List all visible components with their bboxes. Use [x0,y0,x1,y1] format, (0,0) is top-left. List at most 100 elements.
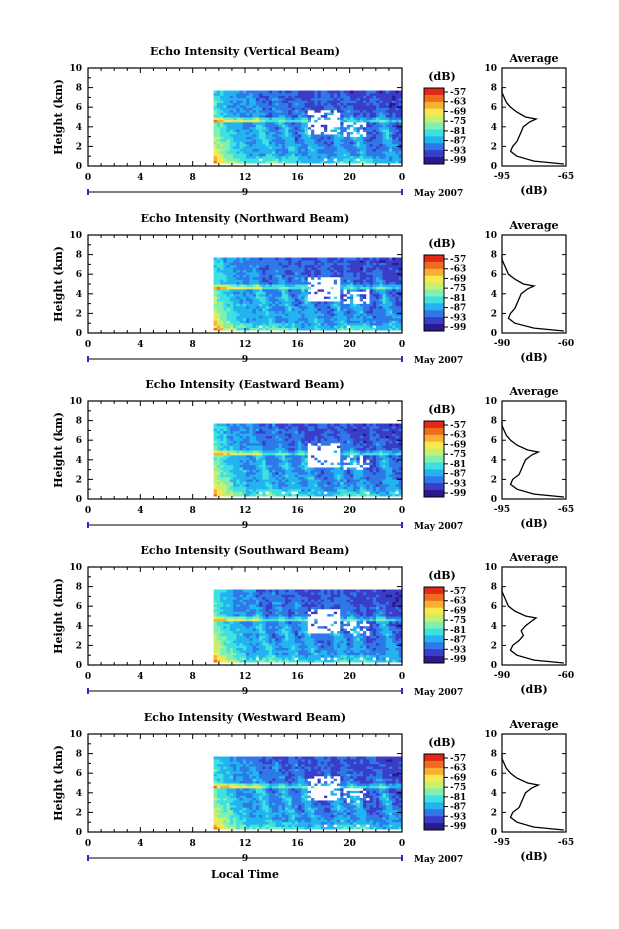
heatmap-cell [356,301,361,304]
heatmap-cell [346,293,351,297]
heatmap-cell [311,491,315,495]
heatmap-cell [272,457,276,461]
heatmap-cell [285,430,289,434]
heatmap-cell [229,457,234,461]
heatmap-cell [324,481,328,485]
heatmap-cell [298,486,302,490]
heatmap-cell [314,322,318,326]
heatmap-cell [268,315,273,319]
heatmap-cell [320,160,325,164]
heatmap-cell [392,308,396,312]
heatmap-cell [350,298,354,302]
heatmap-cell [317,153,322,157]
heatmap-cell [242,471,247,475]
heatmap-cell [314,281,318,285]
heatmap-cell [249,112,253,116]
heatmap-cell [389,310,393,314]
heatmap-cell [389,301,393,304]
heatmap-cell [395,90,400,94]
heatmap-cell [278,447,283,451]
heatmap-cell [363,317,367,321]
heatmap-cell [346,313,351,316]
heatmap-cell [301,129,305,133]
heatmap-cell [255,276,260,280]
heatmap-cell [285,276,289,280]
heatmap-cell [350,114,354,118]
heatmap-cell [220,310,224,314]
heatmap-cell [272,288,276,292]
heatmap-cell [340,491,344,495]
heatmap-cell [385,325,390,329]
heatmap-cell [226,310,231,314]
heatmap-cell [340,442,344,446]
heatmap-cell [294,464,299,468]
heatmap-cell [311,433,315,437]
heatmap-cell [220,288,224,292]
heatmap-cell [314,469,318,473]
heatmap-cell [272,464,276,468]
heatmap-cell [252,308,257,312]
heatmap-cell [246,479,250,482]
heatmap-cell [229,442,234,446]
heatmap-cell [226,102,231,106]
heatmap-cell [259,433,263,437]
heatmap-cell [216,131,221,135]
heatmap-cell [298,479,302,482]
heatmap-cell [356,148,361,152]
heatmap-cell [324,469,328,473]
heatmap-cell [220,447,224,451]
heatmap-cell [262,464,266,468]
heatmap-cell [216,493,221,497]
heatmap-cell [288,428,292,432]
heatmap-cell [268,92,273,96]
heatmap-cell [337,428,341,432]
heatmap-cell [233,327,237,331]
heatmap-cell [275,272,279,275]
heatmap-cell [327,317,331,321]
heatmap-cell [255,320,260,324]
heatmap-cell [307,462,312,466]
heatmap-cell [291,430,296,434]
heatmap-cell [320,471,325,475]
heatmap-cell [291,438,296,441]
heatmap-cell [392,148,396,152]
heatmap-cell [359,281,364,285]
heatmap-cell [301,146,305,149]
heatmap-cell [366,296,370,300]
heatmap-cell [249,150,253,154]
heatmap-cell [255,488,260,492]
heatmap-cell [213,308,218,312]
heatmap-cell [307,450,312,453]
heatmap-cell [301,102,305,106]
heatmap-cell [317,264,322,268]
heatmap-cell [275,117,279,120]
heatmap-cell [226,457,231,461]
heatmap-cell [288,148,292,152]
heatmap-cell [223,454,227,458]
heatmap-cell [249,124,253,128]
heatmap-cell [249,148,253,152]
heatmap-cell [301,121,305,125]
heatmap-cell [272,315,276,319]
heatmap-cell [359,109,364,113]
heatmap-cell [255,474,260,478]
heatmap-cell [359,148,364,152]
heatmap-cell [291,315,296,319]
heatmap-cell [301,276,305,280]
heatmap-cell [379,119,383,123]
heatmap-cell [340,148,344,152]
heatmap-cell [294,97,299,101]
heatmap-cell [314,298,318,302]
heatmap-cell [265,315,270,319]
heatmap-cell [216,447,221,451]
heatmap-cell [301,467,305,470]
heatmap-cell [330,129,335,133]
heatmap-cell [278,293,283,297]
heatmap-cell [385,107,390,111]
heatmap-cell [298,469,302,473]
heatmap-cell [285,493,289,497]
heatmap-cell [213,288,218,292]
heatmap-cell [226,153,231,157]
heatmap-cell [298,95,302,99]
heatmap-cell [272,148,276,152]
